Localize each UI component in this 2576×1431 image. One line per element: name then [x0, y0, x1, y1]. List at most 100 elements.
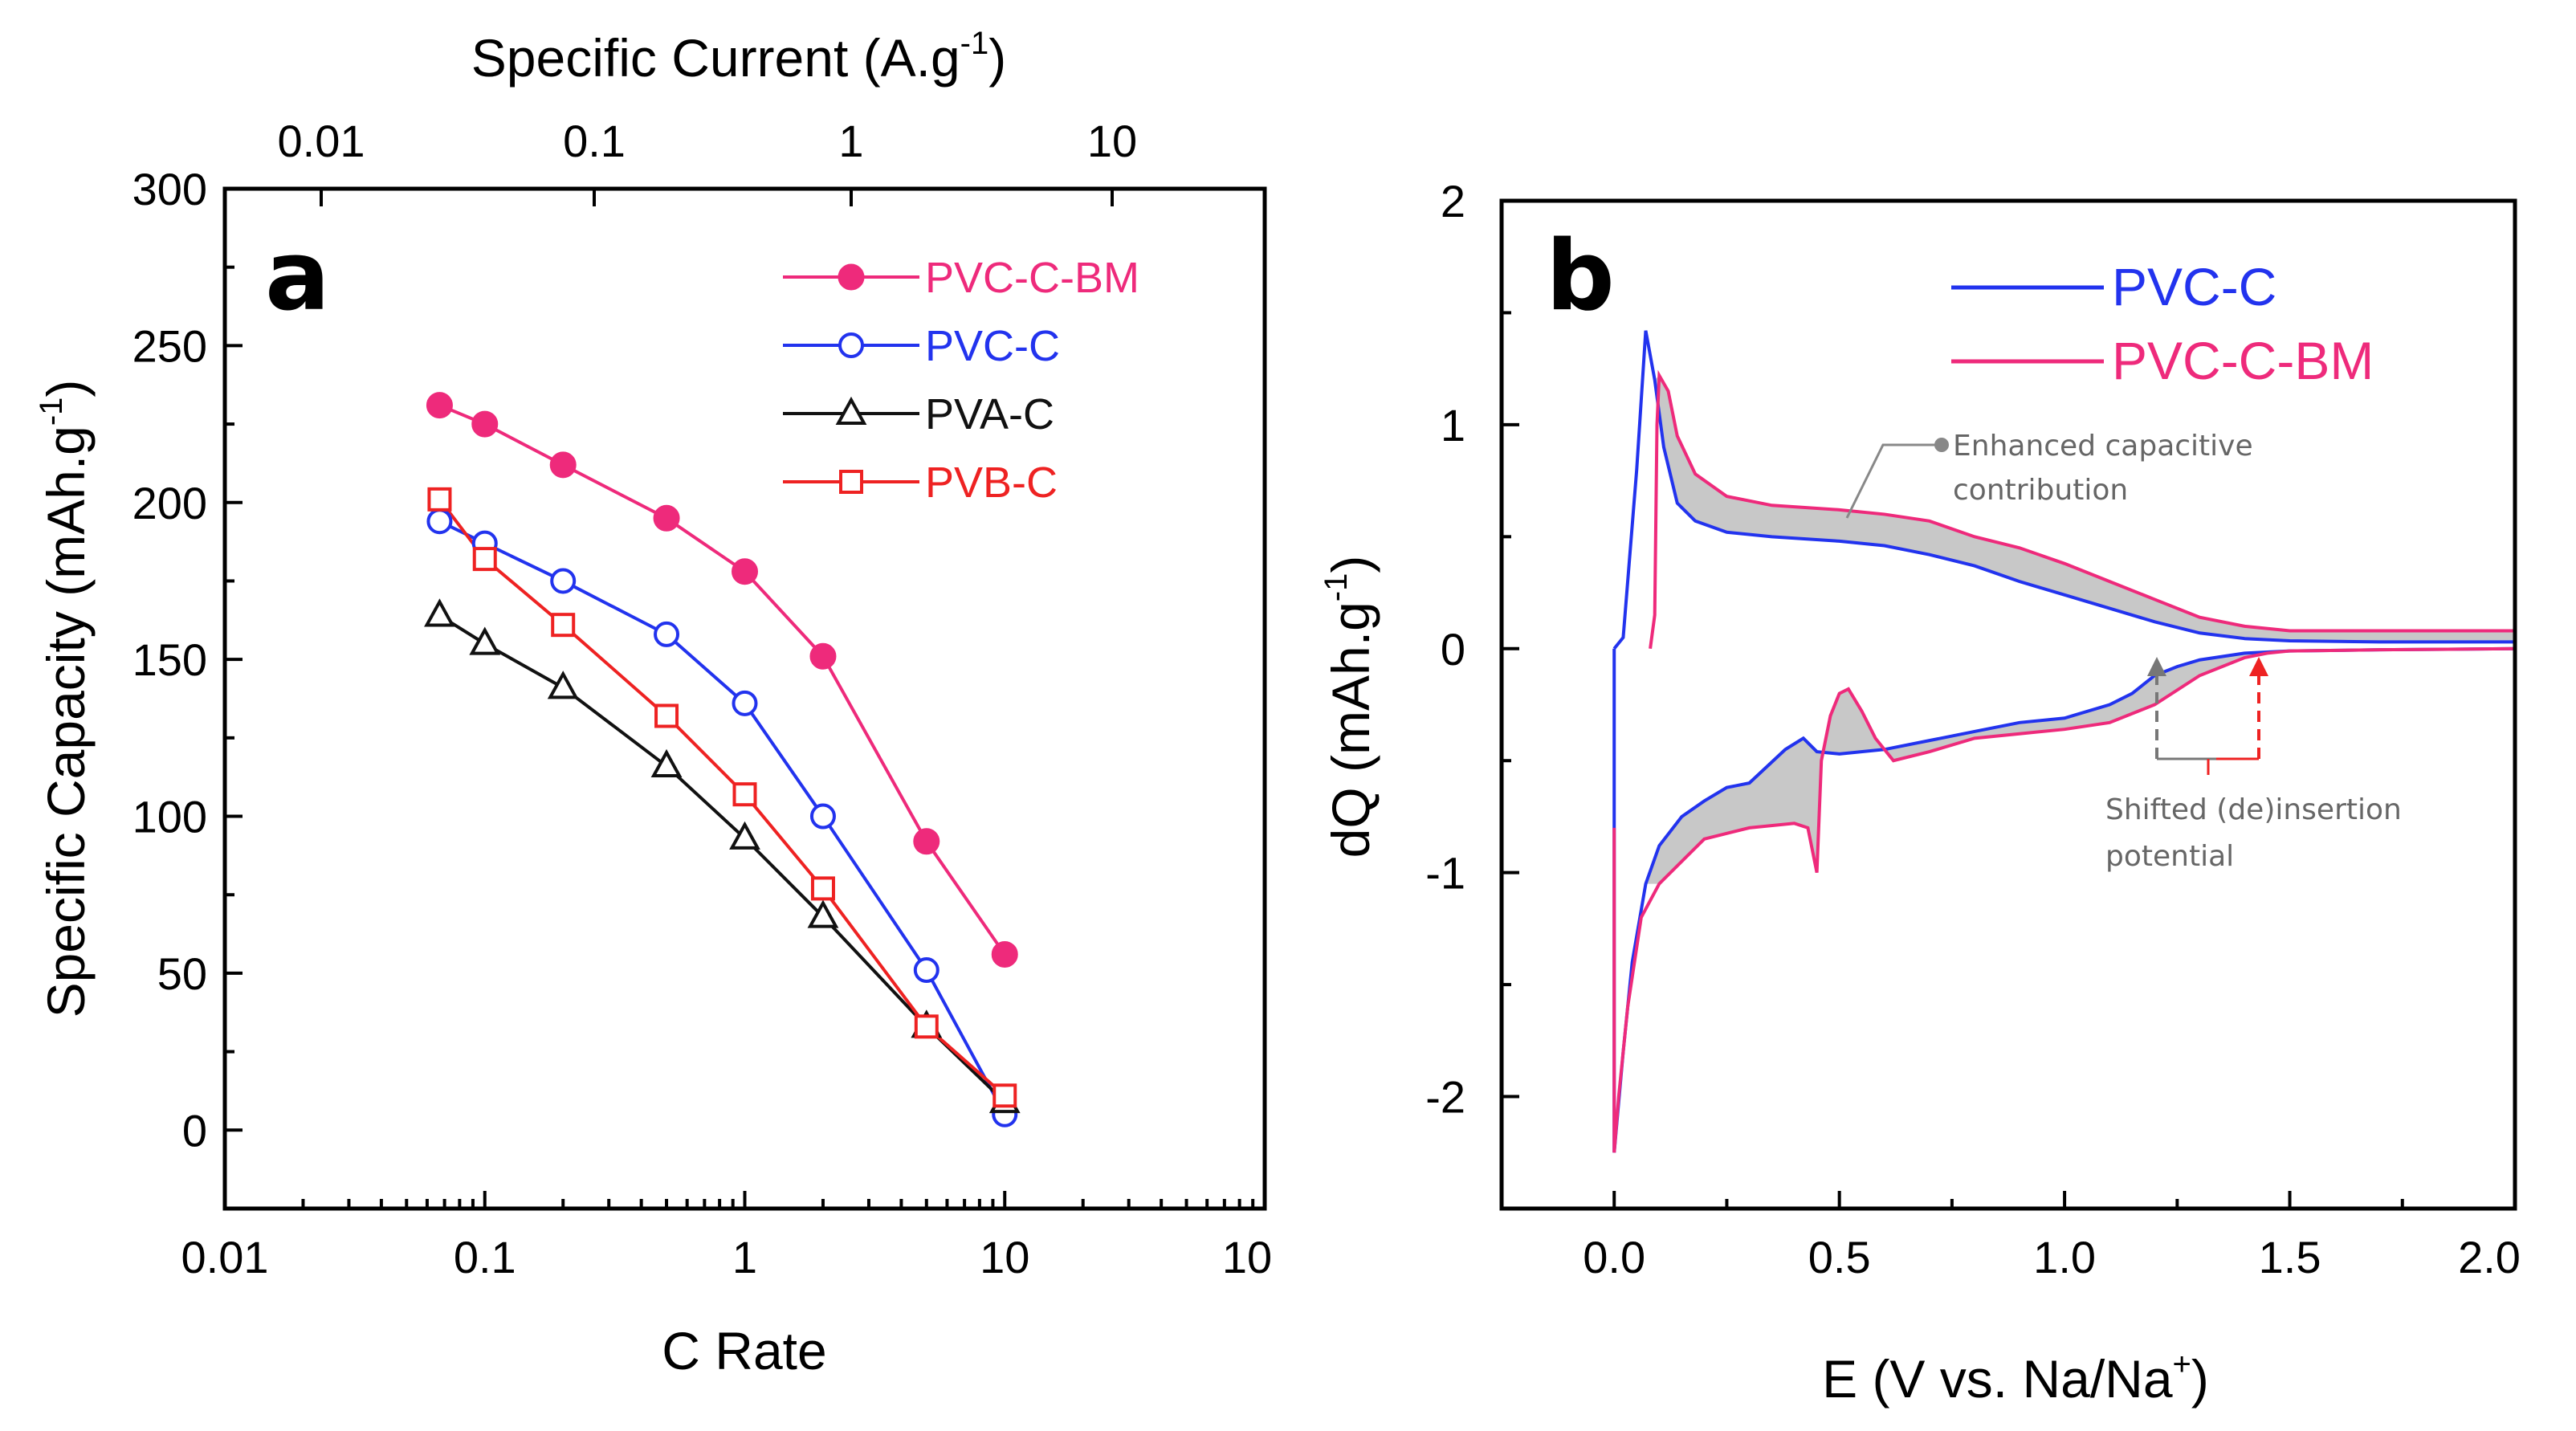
data-point-pva-c — [469, 626, 501, 655]
panel-a-y-label: Specific Capacity (mAh.g-1) — [34, 380, 96, 1018]
x-tick-label: 1.5 — [2259, 1232, 2321, 1282]
panel-a-top-axis-ticks: 0.01 0.1 1 10 — [278, 116, 1137, 206]
data-point-pva-c — [547, 671, 579, 699]
data-point-pvb-c — [551, 613, 576, 638]
x-tick-label: 0.01 — [181, 1232, 269, 1282]
panel-a-legend: PVC-C-BM PVC-C PVA-C PVB-C — [783, 254, 1139, 507]
data-point-pvc-c-bm — [913, 828, 940, 855]
panel-a-x-axis-ticks: 0.01 0.1 1 10 10 — [181, 1191, 1272, 1282]
data-point-pvc-c-bm — [471, 410, 499, 438]
annotation-2-line2: potential — [2105, 840, 2234, 873]
y-tick-label: 100 — [132, 792, 207, 842]
panel-b-series-lines — [1612, 330, 2516, 1153]
data-point-pva-c — [424, 598, 455, 627]
panel-a-y-axis-ticks: 0 50 100 150 200 250 300 — [132, 164, 243, 1156]
data-point-pvc-c-bm — [549, 451, 577, 479]
panel-a-x-label: C Rate — [662, 1321, 826, 1380]
data-point-pvc-c-bm — [426, 392, 453, 419]
annotation-1-line1: Enhanced capacitive — [1953, 430, 2253, 463]
legend-label: PVC-C-BM — [2112, 331, 2374, 390]
data-point-pvc-c-bm — [653, 504, 680, 532]
x-tick-label: 1 — [732, 1232, 757, 1282]
data-point-pva-c — [650, 748, 683, 778]
legend-label: PVA-C — [925, 390, 1054, 438]
panel-b-legend: PVC-C PVC-C-BM — [1951, 257, 2374, 390]
series-line-pvc-c-bm — [438, 403, 1006, 956]
series-line-pvc-c-bm-discharge — [1612, 646, 2516, 1153]
x-tick-label: 0.5 — [1808, 1232, 1871, 1282]
data-point-pvc-c-bm — [732, 558, 758, 585]
red-arrowhead — [2249, 657, 2268, 676]
y-tick-label: -2 — [1425, 1072, 1465, 1123]
data-point-pvb-c — [810, 876, 835, 901]
panel-b-x-axis-ticks: 0.0 0.5 1.0 1.5 2.0 — [1500, 1191, 2521, 1282]
panel-b-plot-frame — [1499, 198, 2517, 1211]
x-tick-label: 0.0 — [1583, 1232, 1645, 1282]
data-point-pvb-c — [654, 703, 679, 728]
y-tick-label: 150 — [132, 634, 207, 685]
data-point-pvb-c — [472, 547, 497, 572]
legend-marker — [838, 263, 865, 291]
y-tick-label: 0 — [182, 1105, 207, 1156]
shaded-region-charge — [1654, 375, 2515, 642]
top-tick-label: 0.1 — [563, 116, 626, 166]
panel-b-y-label: dQ (mAh.g-1) — [1319, 556, 1380, 858]
annotation-shifted-potential: Shifted (de)insertion potential — [2105, 657, 2402, 873]
annotation-dot — [1934, 438, 1949, 452]
panel-a-top-axis-label: Specific Current (A.g-1) — [471, 26, 1006, 88]
data-point-pva-c — [729, 821, 760, 850]
gray-arrowhead — [2147, 657, 2166, 676]
annotation-2-line1: Shifted (de)insertion — [2105, 793, 2402, 826]
legend-marker — [839, 470, 863, 494]
data-point-pvc-c-bm — [809, 642, 837, 670]
annotation-enhanced-capacitive: Enhanced capacitive contribution — [1845, 430, 2253, 519]
data-point-pvc-c — [654, 621, 680, 647]
series-line-pvc-c-charge — [1612, 330, 2515, 650]
data-point-pva-c — [807, 899, 839, 928]
data-point-pvc-c — [809, 803, 836, 830]
x-tick-label: 2.0 — [2458, 1232, 2521, 1282]
y-tick-label: 250 — [132, 320, 207, 371]
data-point-pvb-c — [914, 1014, 939, 1039]
x-tick-label: 0.1 — [454, 1232, 516, 1282]
data-point-pvc-c — [550, 568, 577, 594]
y-tick-label: -1 — [1425, 848, 1465, 899]
annotation-1-line2: contribution — [1953, 474, 2128, 507]
data-point-pvc-c — [732, 690, 758, 716]
top-tick-label: 0.01 — [278, 116, 365, 166]
panel-b-x-label: E (V vs. Na/Na+) — [1822, 1347, 2209, 1409]
panel-a-series-markers — [424, 392, 1021, 1127]
top-tick-label: 1 — [838, 116, 863, 166]
panel-a-label: a — [265, 221, 330, 332]
panel-a-chart: 0.01 0.1 1 10 10 0.01 0.1 1 10 0 50 100 150 200 250 3… — [34, 26, 1272, 1380]
shaded-region-discharge — [1645, 648, 2515, 884]
data-point-pvb-c — [732, 782, 757, 807]
annotation-leader-line — [1845, 443, 1942, 519]
y-tick-label: 200 — [132, 478, 207, 528]
x-tick-label: 10 — [1222, 1232, 1272, 1282]
series-line-pvb-c — [438, 498, 1006, 1097]
legend-label: PVC-C — [925, 322, 1060, 370]
y-tick-label: 1 — [1441, 400, 1465, 450]
panel-b-y-axis-ticks: -2 -1 0 1 2 — [1425, 176, 1519, 1210]
x-tick-label: 1.0 — [2033, 1232, 2096, 1282]
y-tick-label: 2 — [1441, 176, 1465, 226]
x-tick-label: 10 — [980, 1232, 1029, 1282]
legend-label: PVC-C — [2112, 257, 2276, 316]
y-tick-label: 0 — [1441, 624, 1465, 675]
top-tick-label: 10 — [1087, 116, 1137, 166]
legend-label: PVC-C-BM — [925, 254, 1139, 302]
legend-marker — [835, 396, 867, 425]
y-tick-label: 50 — [157, 948, 207, 999]
series-line-pvc-c-bm-charge — [1649, 369, 2515, 650]
panel-a-series-lines — [438, 403, 1007, 1115]
legend-label: PVB-C — [925, 459, 1058, 507]
legend-marker — [838, 332, 864, 358]
data-point-pvc-c-bm — [991, 940, 1018, 968]
data-point-pvc-c — [426, 508, 453, 535]
data-point-pvb-c — [992, 1083, 1017, 1108]
y-tick-label: 300 — [132, 164, 207, 214]
panel-b-chart: 0.0 0.5 1.0 1.5 2.0 -2 -1 0 1 2 b E (V vs. Na/Na… — [1319, 176, 2521, 1409]
data-point-pvb-c — [427, 487, 452, 512]
